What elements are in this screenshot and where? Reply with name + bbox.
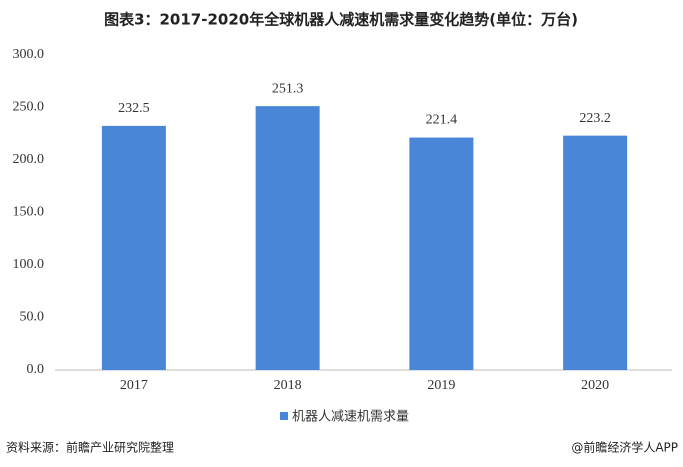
legend-label: 机器人减速机需求量 (292, 410, 409, 425)
bar (101, 125, 166, 370)
x-tick-label: 2018 (274, 378, 302, 393)
value-label: 232.5 (118, 101, 150, 116)
bar (563, 135, 628, 370)
y-tick-label: 150.0 (13, 205, 45, 220)
y-tick-label: 200.0 (13, 152, 45, 167)
x-tick-label: 2020 (581, 378, 609, 393)
credit: @前瞻经济学人APP (571, 440, 678, 455)
y-tick-label: 100.0 (13, 257, 45, 272)
y-tick-label: 50.0 (20, 310, 45, 325)
y-tick-label: 0.0 (27, 362, 45, 377)
bar (255, 106, 320, 370)
x-tick-label: 2017 (120, 378, 148, 393)
value-label: 251.3 (272, 81, 304, 96)
value-label: 223.2 (579, 111, 611, 126)
bar (409, 137, 474, 370)
value-label: 221.4 (426, 113, 458, 128)
chart-title: 图表3：2017-2020年全球机器人减速机需求量变化趋势(单位：万台) (104, 11, 578, 29)
x-tick-label: 2019 (427, 378, 455, 393)
source-note: 资料来源：前瞻产业研究院整理 (6, 440, 174, 455)
legend-swatch (280, 412, 288, 420)
y-tick-label: 250.0 (13, 100, 45, 115)
y-tick-label: 300.0 (13, 47, 45, 62)
